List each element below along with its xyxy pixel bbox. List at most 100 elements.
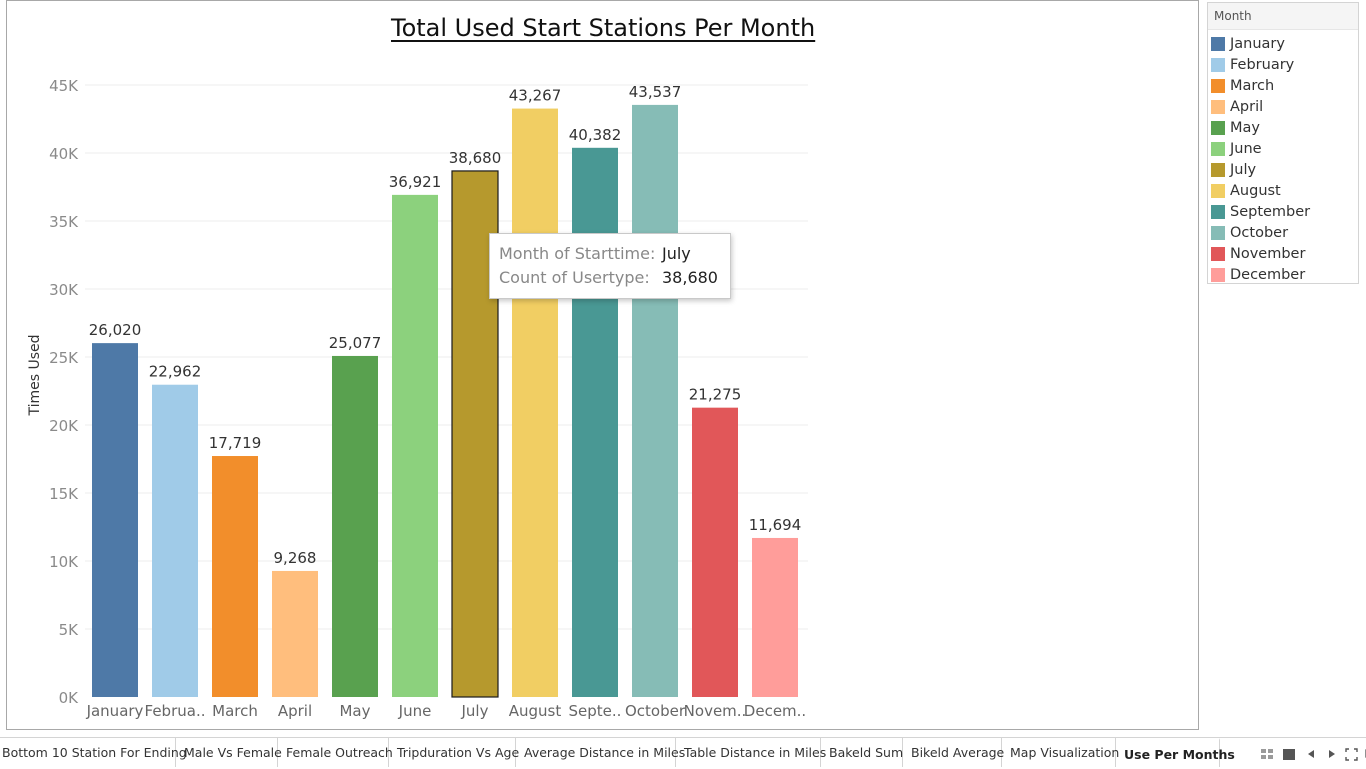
y-tick-label: 30K	[49, 281, 79, 299]
legend-label: September	[1230, 204, 1310, 220]
legend-swatch	[1211, 205, 1225, 219]
x-tick-label: June	[398, 702, 432, 720]
data-label: 21,275	[689, 386, 742, 404]
legend-item-may[interactable]: May	[1211, 117, 1260, 138]
legend-label: January	[1230, 36, 1285, 52]
legend-card[interactable]: Month January February March April May June Ju…	[1207, 2, 1359, 284]
y-tick-label: 35K	[49, 213, 79, 231]
legend-item-february[interactable]: February	[1211, 54, 1294, 75]
tooltip-value-month: July	[662, 244, 691, 263]
data-label: 17,719	[209, 434, 262, 452]
x-tick-label: Decem..	[744, 702, 806, 720]
legend-item-december[interactable]: December	[1211, 264, 1305, 285]
legend-item-april[interactable]: April	[1211, 96, 1263, 117]
legend-label: July	[1230, 162, 1256, 178]
legend-label: November	[1230, 246, 1305, 262]
tooltip: Month of Starttime: July Count of Usertyp…	[489, 233, 731, 299]
bar-september[interactable]	[572, 148, 618, 697]
tab-map-visualization[interactable]: Map Visualization	[1002, 738, 1116, 767]
tab-tripduration-vs-age[interactable]: Tripduration Vs Age	[389, 738, 516, 767]
y-tick-label: 25K	[49, 349, 79, 367]
bar-november[interactable]	[692, 408, 738, 697]
legend-swatch	[1211, 37, 1225, 51]
x-tick-label: August	[509, 702, 562, 720]
legend-label: March	[1230, 78, 1274, 94]
y-tick-label: 10K	[49, 553, 79, 571]
legend-item-march[interactable]: March	[1211, 75, 1274, 96]
data-label: 43,537	[629, 83, 682, 101]
tab-average-distance-in-miles[interactable]: Average Distance in Miles	[516, 738, 676, 767]
bar-february[interactable]	[152, 385, 198, 697]
legend-label: June	[1230, 141, 1262, 157]
legend-item-september[interactable]: September	[1211, 201, 1310, 222]
legend-swatch	[1211, 100, 1225, 114]
tab-bottom-10-station-for-ending[interactable]: Bottom 10 Station For Ending	[0, 738, 176, 767]
tooltip-label-count: Count of Usertype:	[499, 268, 650, 287]
x-tick-label: October	[625, 702, 686, 720]
x-tick-label: July	[461, 702, 489, 720]
legend-label: December	[1230, 267, 1305, 283]
presentation-icon[interactable]	[1362, 744, 1366, 764]
y-tick-label: 0K	[59, 689, 80, 707]
chart-title: Total Used Start Stations Per Month	[391, 14, 815, 42]
x-tick-label: Februa..	[145, 702, 206, 720]
grid-view-icon[interactable]	[1258, 744, 1276, 764]
bar-june[interactable]	[392, 195, 438, 697]
legend-swatch	[1211, 142, 1225, 156]
legend-label: May	[1230, 120, 1260, 136]
bar-january[interactable]	[92, 343, 138, 697]
y-tick-label: 45K	[49, 77, 79, 95]
data-label: 11,694	[749, 516, 802, 534]
legend-item-august[interactable]: August	[1211, 180, 1281, 201]
bar-may[interactable]	[332, 356, 378, 697]
legend-swatch	[1211, 268, 1225, 282]
x-tick-label: May	[339, 702, 370, 720]
data-label: 26,020	[89, 321, 142, 339]
bar-march[interactable]	[212, 456, 258, 697]
fullscreen-icon[interactable]	[1342, 744, 1360, 764]
y-tick-label: 20K	[49, 417, 79, 435]
tab-table-distance-in-miles[interactable]: Table Distance in Miles	[676, 738, 821, 767]
bar-august[interactable]	[512, 109, 558, 697]
bar-december[interactable]	[752, 538, 798, 697]
sheet-navigation	[1236, 744, 1366, 764]
x-tick-label: Novem..	[684, 702, 747, 720]
legend-swatch	[1211, 163, 1225, 177]
data-label: 38,680	[449, 149, 502, 167]
legend-item-november[interactable]: November	[1211, 243, 1305, 264]
tab-bakeld-sum[interactable]: Bakeld Sum	[821, 738, 903, 767]
legend-swatch	[1211, 121, 1225, 135]
data-label: 36,921	[389, 173, 442, 191]
x-tick-label: April	[278, 702, 312, 720]
bar-october[interactable]	[632, 105, 678, 697]
legend-title: Month	[1208, 3, 1358, 30]
data-label: 9,268	[274, 549, 317, 567]
data-label: 22,962	[149, 363, 202, 381]
x-tick-label: January	[86, 702, 144, 720]
legend-item-july[interactable]: July	[1211, 159, 1256, 180]
x-tick-label: Septe..	[569, 702, 622, 720]
data-label: 25,077	[329, 334, 382, 352]
legend-item-june[interactable]: June	[1211, 138, 1262, 159]
legend-label: April	[1230, 99, 1263, 115]
y-axis-title: Times Used	[27, 334, 43, 416]
tooltip-label-month: Month of Starttime:	[499, 244, 655, 263]
y-tick-label: 15K	[49, 485, 79, 503]
tooltip-value-count: 38,680	[662, 268, 718, 287]
legend-swatch	[1211, 226, 1225, 240]
legend-item-october[interactable]: October	[1211, 222, 1288, 243]
x-tick-label: March	[212, 702, 258, 720]
legend-swatch	[1211, 58, 1225, 72]
next-tab-icon[interactable]	[1323, 744, 1341, 764]
tab-bikeld-average[interactable]: Bikeld Average	[903, 738, 1002, 767]
bar-april[interactable]	[272, 571, 318, 697]
tab-male-vs-female[interactable]: Male Vs Female	[176, 738, 278, 767]
y-tick-label: 40K	[49, 145, 79, 163]
data-label: 40,382	[569, 126, 622, 144]
previous-tab-icon[interactable]	[1302, 744, 1320, 764]
tab-use-per-months[interactable]: Use Per Months	[1116, 738, 1220, 767]
legend-item-january[interactable]: January	[1211, 33, 1285, 54]
filmstrip-icon[interactable]	[1280, 744, 1298, 764]
tab-female-outreach[interactable]: Female Outreach	[278, 738, 389, 767]
